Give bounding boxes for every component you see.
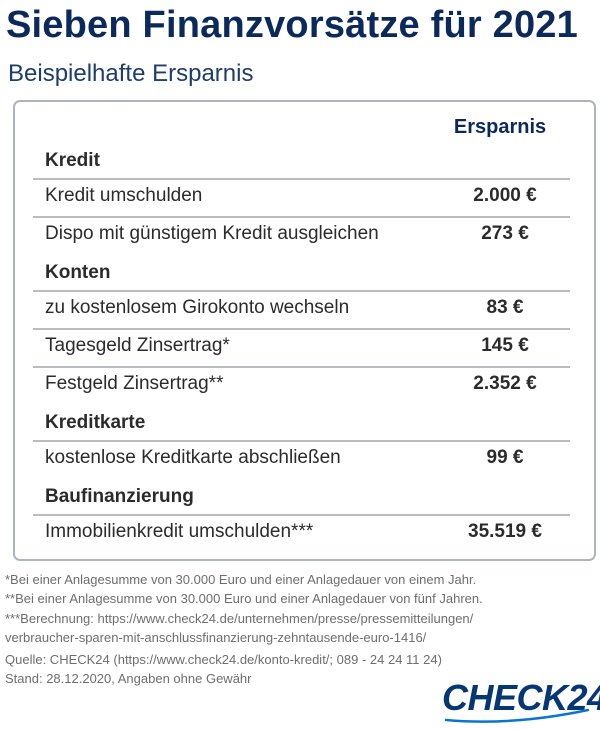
row-divider xyxy=(33,514,570,516)
row-divider xyxy=(33,216,570,218)
item-value: 2.000 € xyxy=(473,185,537,206)
logo-swoosh-icon xyxy=(444,708,590,723)
item-label: kostenlose Kreditkarte abschließen xyxy=(45,447,341,468)
table-row: Festgeld Zinsertrag** 2.352 € xyxy=(33,366,570,404)
item-value: 273 € xyxy=(481,223,529,244)
footnote-2: **Bei einer Anlagesumme von 30.000 Euro … xyxy=(5,591,483,607)
item-value: 83 € xyxy=(486,297,524,318)
item-value: 2.352 € xyxy=(473,373,537,394)
item-label: Immobilienkredit umschulden*** xyxy=(45,521,314,542)
item-label: Tagesgeld Zinsertrag* xyxy=(45,335,230,356)
category-label: Kreditkarte xyxy=(45,412,146,433)
category-row-kreditkarte: Kreditkarte xyxy=(33,404,570,440)
date-note: Stand: 28.12.2020, Angaben ohne Gewähr xyxy=(5,671,252,687)
category-row-baufinanzierung: Baufinanzierung xyxy=(33,478,570,514)
table-row: Dispo mit günstigem Kredit ausgleichen 2… xyxy=(33,216,570,254)
row-divider xyxy=(33,290,570,292)
footnotes: *Bei einer Anlagesumme von 30.000 Euro u… xyxy=(5,570,483,689)
footnote-3: ***Berechnung: https://www.check24.de/un… xyxy=(5,610,474,626)
item-label: Kredit umschulden xyxy=(45,185,203,206)
category-label: Baufinanzierung xyxy=(45,486,194,507)
page-subtitle: Beispielhafte Ersparnis xyxy=(8,60,254,87)
footnote-1: *Bei einer Anlagesumme von 30.000 Euro u… xyxy=(5,572,477,587)
item-label: Dispo mit günstigem Kredit ausgleichen xyxy=(45,223,379,244)
table-row: zu kostenlosem Girokonto wechseln 83 € xyxy=(33,290,570,328)
table-row: kostenlose Kreditkarte abschließen 99 € xyxy=(33,440,570,478)
category-label: Kredit xyxy=(45,150,100,171)
column-header-savings: Ersparnis xyxy=(453,116,547,138)
item-label: Festgeld Zinsertrag** xyxy=(45,373,224,394)
row-divider xyxy=(33,178,570,180)
item-value: 145 € xyxy=(481,335,529,356)
category-label: Konten xyxy=(45,262,111,283)
savings-table: Ersparnis Kredit Kredit umschulden 2.000… xyxy=(13,100,596,561)
table-row: Immobilienkredit umschulden*** 35.519 € xyxy=(33,514,570,554)
footnote-4: verbraucher-sparen-mit-anschlussfinanzie… xyxy=(5,629,427,645)
row-divider xyxy=(33,328,570,330)
item-value: 99 € xyxy=(486,447,524,468)
table-row: Tagesgeld Zinsertrag* 145 € xyxy=(33,328,570,366)
source-note: Quelle: CHECK24 (https://www.check24.de/… xyxy=(5,652,442,668)
item-label: zu kostenlosem Girokonto wechseln xyxy=(45,297,350,318)
item-value: 35.519 € xyxy=(468,521,542,542)
table-row: Kredit umschulden 2.000 € xyxy=(33,178,570,216)
page-title: Sieben Finanzvorsätze für 2021 xyxy=(6,4,578,46)
category-row-konten: Konten xyxy=(33,254,570,290)
category-row-kredit: Kredit xyxy=(33,142,570,178)
logo-wordmark: CHECK24 xyxy=(442,677,600,718)
check24-logo: CHECK24 xyxy=(442,680,600,724)
row-divider xyxy=(33,366,570,368)
row-divider xyxy=(33,440,570,442)
